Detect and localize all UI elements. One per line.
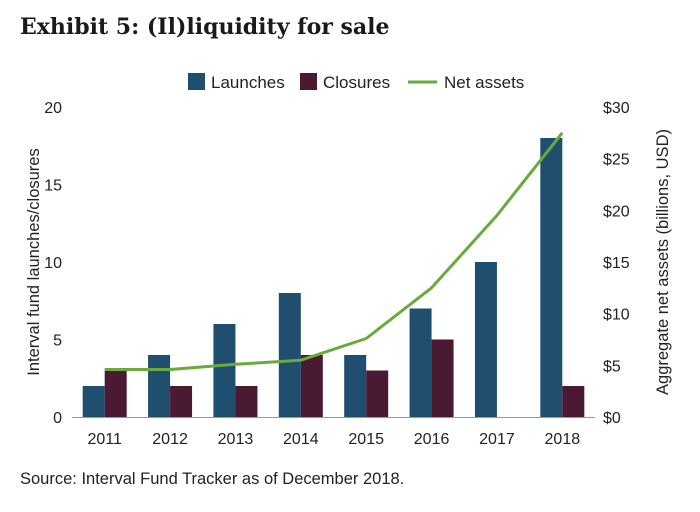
closures-bar bbox=[170, 386, 193, 417]
legend-swatch-launches bbox=[188, 73, 205, 90]
x-tick-label: 2015 bbox=[348, 431, 384, 448]
y2-tick-label: $20 bbox=[603, 203, 630, 220]
legend-label-net-assets: Net assets bbox=[444, 73, 524, 92]
launches-bar bbox=[409, 308, 432, 417]
y-tick-label: 15 bbox=[44, 178, 62, 195]
closures-bar bbox=[300, 355, 323, 417]
closures-bar bbox=[366, 370, 389, 417]
closures-bar bbox=[104, 370, 127, 417]
y2-tick-label: $15 bbox=[603, 255, 630, 272]
axes: 0 5 10 15 20 $0 $5 $10 $15 $20 $25 $30 2011 2012 2013 2… bbox=[25, 100, 672, 448]
launches-bar bbox=[278, 293, 301, 417]
y2-tick-label: $0 bbox=[603, 410, 621, 427]
y-tick-label: 20 bbox=[44, 100, 62, 117]
closures-bar bbox=[235, 386, 258, 417]
x-tick-label: 2018 bbox=[545, 431, 581, 448]
y2-tick-label: $10 bbox=[603, 307, 630, 324]
x-tick-label: 2011 bbox=[87, 431, 122, 448]
launches-bar bbox=[474, 262, 497, 417]
chart-title: Exhibit 5: (Il)liquidity for sale bbox=[20, 14, 390, 40]
closures-bar bbox=[562, 386, 585, 417]
bars bbox=[82, 138, 585, 417]
closures-bar bbox=[431, 339, 454, 417]
x-tick-label: 2014 bbox=[283, 431, 319, 448]
launches-bar bbox=[344, 355, 367, 417]
x-tick-label: 2013 bbox=[218, 431, 254, 448]
launches-bar bbox=[148, 355, 171, 417]
x-tick-label: 2016 bbox=[414, 431, 450, 448]
launches-bar bbox=[213, 324, 236, 417]
source-note: Source: Interval Fund Tracker as of Dece… bbox=[20, 470, 405, 488]
x-tick-label: 2017 bbox=[479, 431, 515, 448]
y2-axis-title: Aggregate net assets (billions, USD) bbox=[654, 129, 672, 395]
legend: Launches Closures Net assets bbox=[188, 73, 524, 92]
y2-tick-label: $25 bbox=[603, 152, 630, 169]
y-tick-label: 0 bbox=[53, 410, 62, 427]
net-assets-line-layer bbox=[104, 131, 564, 371]
launches-bar bbox=[540, 138, 563, 417]
y2-tick-label: $5 bbox=[603, 358, 621, 375]
y-tick-label: 5 bbox=[53, 333, 62, 350]
y-axis-title: Interval fund launches/closures bbox=[25, 148, 43, 375]
y2-tick-label: $30 bbox=[603, 100, 630, 117]
y-tick-label: 10 bbox=[44, 255, 62, 272]
net-assets-line bbox=[104, 131, 564, 371]
legend-label-launches: Launches bbox=[211, 73, 285, 92]
x-tick-label: 2012 bbox=[152, 431, 188, 448]
legend-swatch-closures bbox=[300, 73, 317, 90]
legend-label-closures: Closures bbox=[323, 73, 390, 92]
launches-bar bbox=[82, 386, 105, 417]
